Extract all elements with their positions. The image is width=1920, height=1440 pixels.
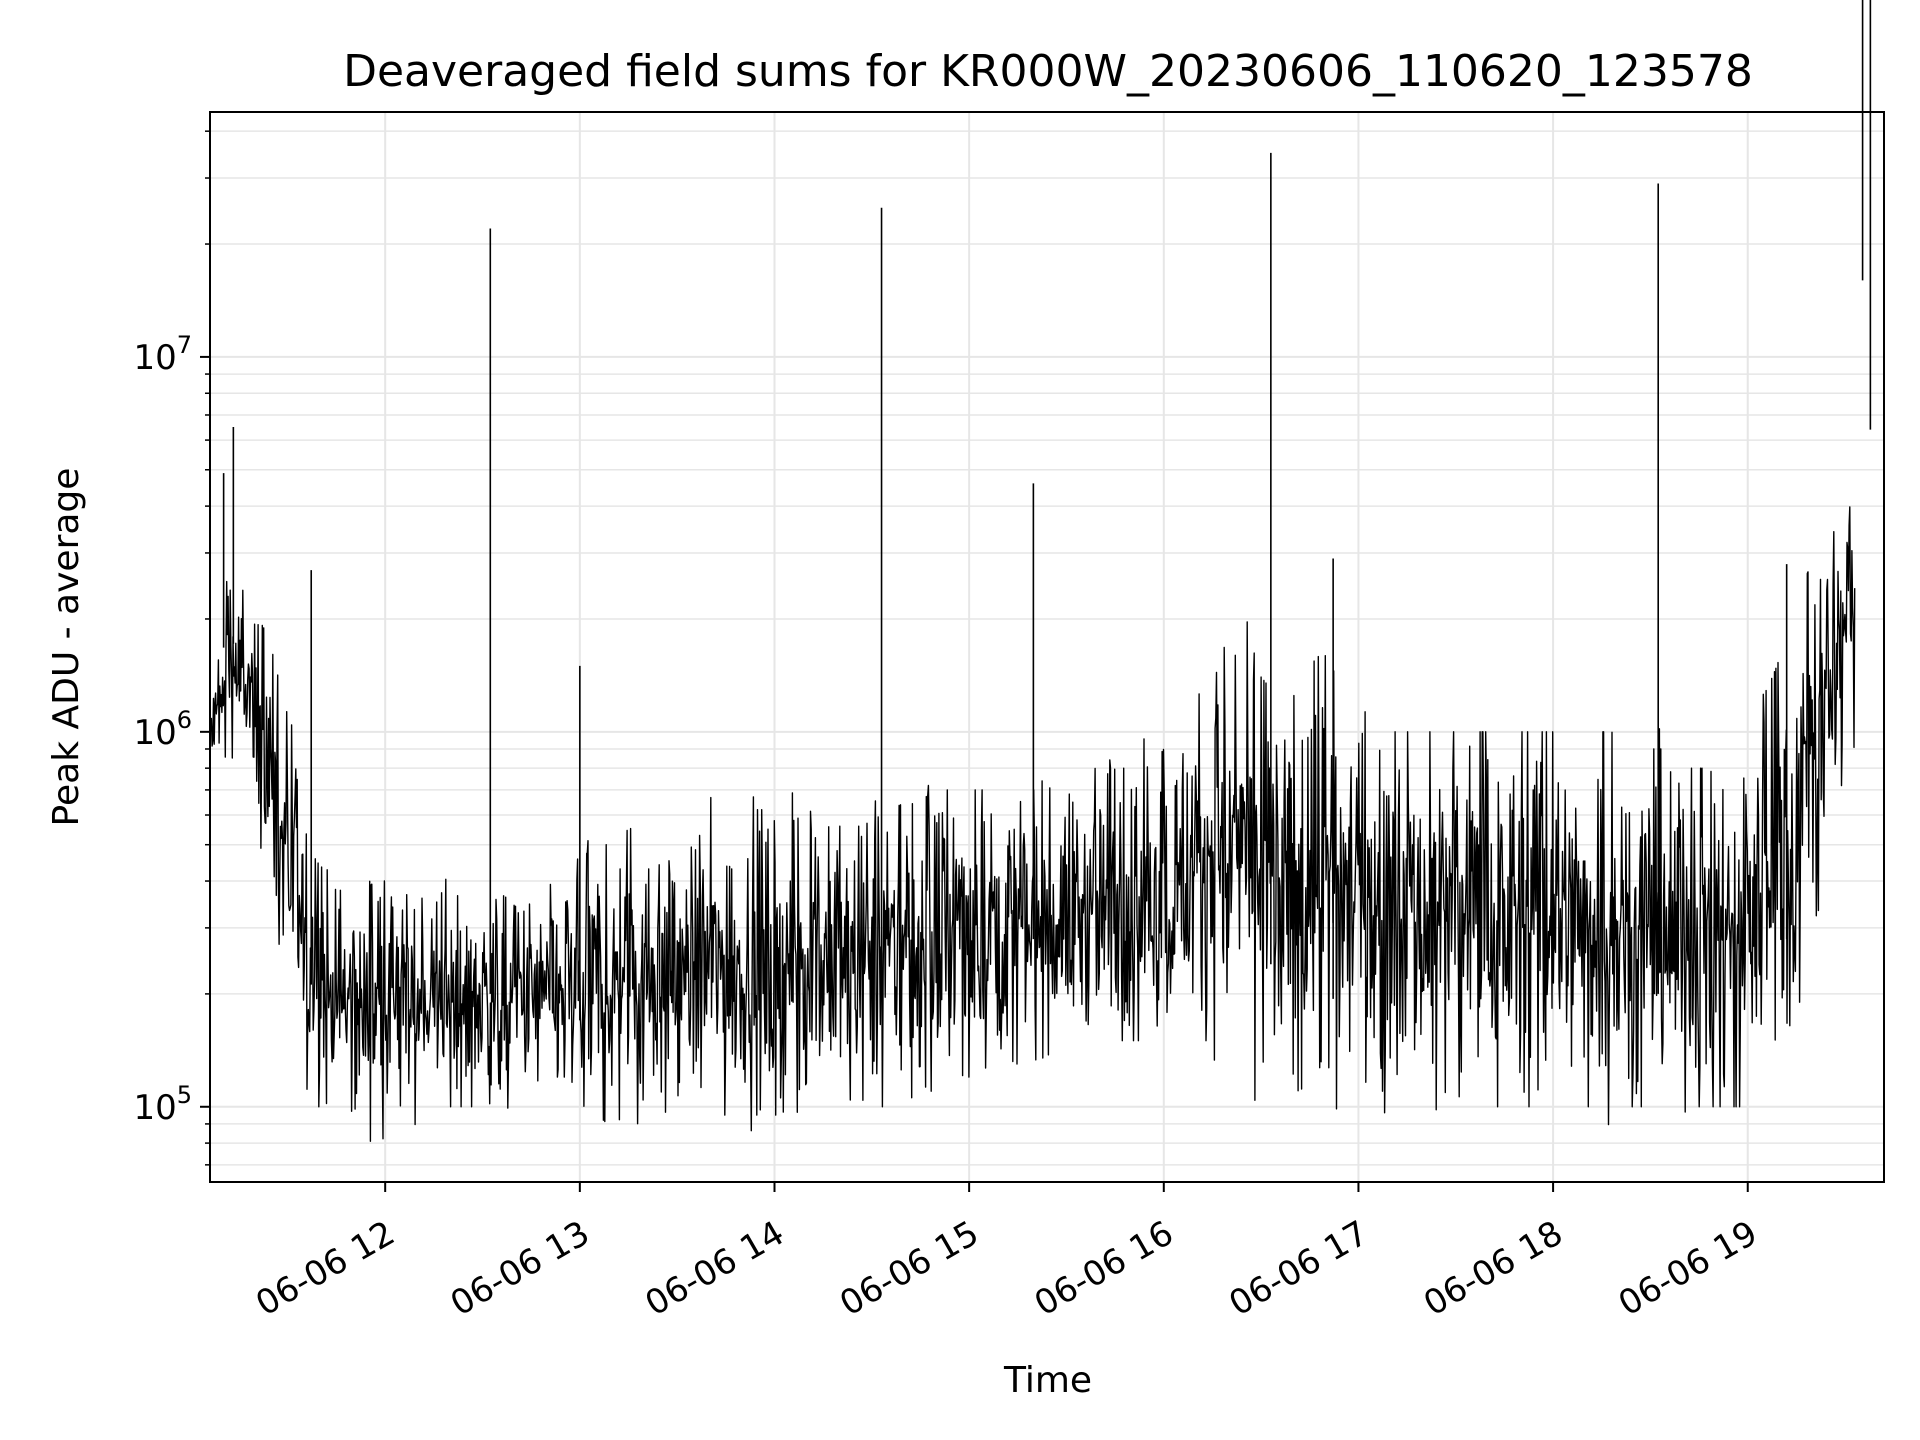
x-axis-label: Time [1003, 1360, 1092, 1401]
series-trace [209, 506, 1856, 1142]
y-tick-label: 106 [133, 706, 192, 753]
y-tick-label: 105 [133, 1081, 192, 1128]
chart-title: Deaveraged field sums for KR000W_2023060… [343, 46, 1753, 97]
grid [210, 112, 1884, 1182]
y-axis-label: Peak ADU - average [46, 468, 87, 827]
plot-area-frame [209, 111, 1885, 1183]
y-tick-label: 107 [133, 331, 192, 378]
series-line [209, 0, 1872, 1142]
